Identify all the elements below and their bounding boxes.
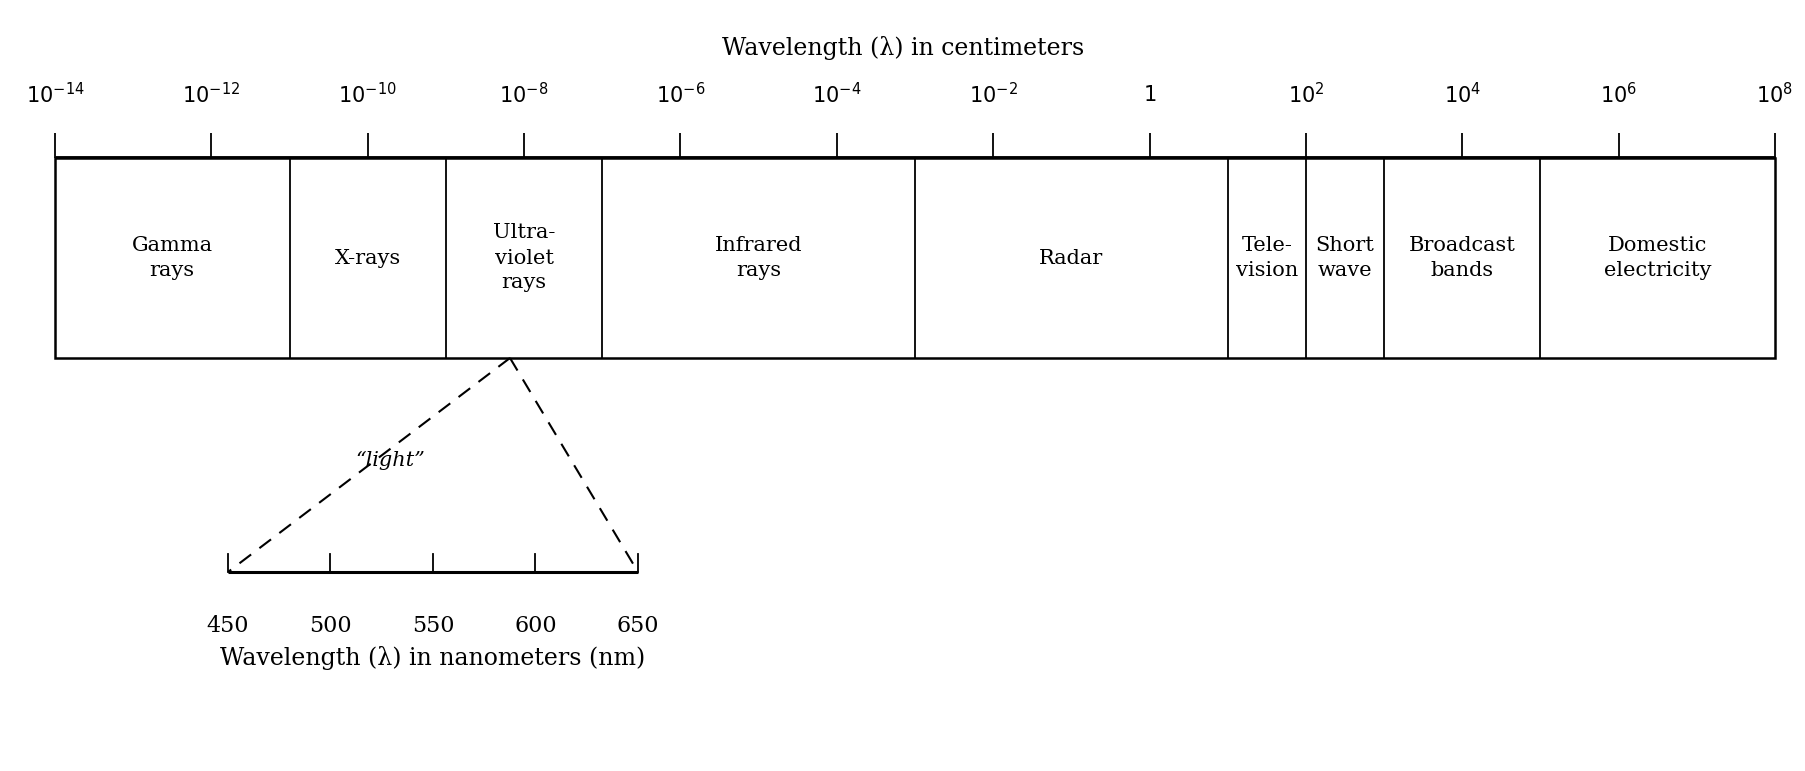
Text: 550: 550 [412, 615, 455, 637]
Text: $10^{4}$: $10^{4}$ [1442, 82, 1480, 108]
Text: “light”: “light” [356, 450, 424, 470]
Text: Infrared
rays: Infrared rays [715, 236, 801, 280]
Text: Wavelength (λ) in centimeters: Wavelength (λ) in centimeters [722, 36, 1083, 60]
Text: $10^{2}$: $10^{2}$ [1287, 82, 1323, 108]
Text: $10^{-8}$: $10^{-8}$ [500, 82, 549, 108]
Text: Wavelength (λ) in nanometers (nm): Wavelength (λ) in nanometers (nm) [220, 646, 644, 670]
Text: $10^{-4}$: $10^{-4}$ [812, 82, 861, 108]
Text: $10^{-14}$: $10^{-14}$ [25, 82, 85, 108]
Text: Broadcast
bands: Broadcast bands [1408, 236, 1514, 280]
Text: $10^{6}$: $10^{6}$ [1599, 82, 1637, 108]
Text: $10^{-12}$: $10^{-12}$ [182, 82, 240, 108]
Text: Ultra-
violet
rays: Ultra- violet rays [493, 224, 554, 292]
Text: Domestic
electricity: Domestic electricity [1603, 236, 1711, 280]
Text: 450: 450 [206, 615, 249, 637]
Text: $10^{-6}$: $10^{-6}$ [655, 82, 704, 108]
Text: $10^{8}$: $10^{8}$ [1756, 82, 1792, 108]
Text: Short
wave: Short wave [1314, 236, 1374, 280]
Text: $10^{-2}$: $10^{-2}$ [967, 82, 1016, 108]
Text: 600: 600 [514, 615, 556, 637]
Text: 650: 650 [617, 615, 659, 637]
Text: Radar: Radar [1038, 248, 1103, 268]
Text: Tele-
vision: Tele- vision [1235, 236, 1298, 280]
Bar [54, 158, 1774, 358]
Text: $1$: $1$ [1143, 85, 1155, 105]
Text: 500: 500 [309, 615, 352, 637]
Text: X-rays: X-rays [334, 248, 401, 268]
Text: Gamma
rays: Gamma rays [132, 236, 213, 280]
Text: $10^{-10}$: $10^{-10}$ [338, 82, 397, 108]
